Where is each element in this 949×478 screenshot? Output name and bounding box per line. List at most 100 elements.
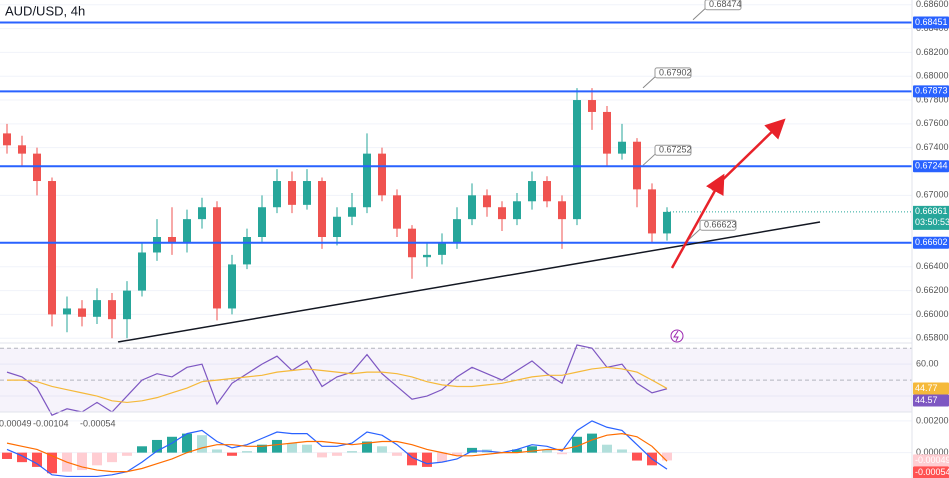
histogram-bar <box>152 439 162 453</box>
candle-body <box>33 153 41 182</box>
candle-body <box>198 207 206 220</box>
candle-body <box>3 133 11 146</box>
y-tick-label: 0.67000 <box>916 190 949 200</box>
candle-body <box>303 181 311 205</box>
histogram-bar <box>452 452 462 456</box>
candle-body <box>363 153 371 208</box>
callout-leader <box>687 228 701 241</box>
candle-body <box>258 207 266 238</box>
line <box>6 433 668 473</box>
y-tick-label: 0.67600 <box>916 118 949 128</box>
histogram-bar <box>377 446 387 453</box>
chart-title: AUD/USD, 4h <box>5 3 85 18</box>
histogram-bar <box>617 449 627 453</box>
macd-header: -0.00054 <box>80 418 116 428</box>
histogram-bar <box>272 439 282 453</box>
candle-body <box>378 153 386 196</box>
callout-box <box>654 67 692 79</box>
level-tag <box>913 236 949 249</box>
histogram-bar <box>662 452 672 461</box>
level-tag <box>913 85 949 98</box>
histogram-bar <box>227 452 237 456</box>
level-tag <box>913 160 949 173</box>
callout-leader <box>642 153 656 166</box>
histogram-bar <box>542 449 552 453</box>
macd-tag <box>913 466 949 478</box>
line <box>6 344 668 416</box>
candle-body <box>423 254 431 258</box>
histogram-bar <box>47 452 57 474</box>
callout-box <box>699 219 737 231</box>
candle-body <box>663 211 671 234</box>
macd-tag-text: -0.00054 <box>915 467 949 477</box>
level-tag-text: 0.67244 <box>915 161 948 171</box>
candle-body <box>348 207 356 217</box>
candle-body <box>543 181 551 202</box>
candle-body <box>498 207 506 220</box>
candle-body <box>483 195 491 208</box>
callout-label: 0.66623 <box>704 220 737 230</box>
callout-box <box>704 0 742 11</box>
level-tag-text: 0.67873 <box>915 86 948 96</box>
candle-body <box>48 181 56 315</box>
histogram-bar <box>182 433 192 453</box>
last-price-tag <box>913 205 949 230</box>
macd-tag-text: -0.00049 <box>915 455 949 465</box>
arrow <box>670 173 725 269</box>
candle-body <box>648 189 656 234</box>
alert-icon <box>673 330 679 342</box>
candle-body <box>588 100 596 112</box>
callout-label: 0.67902 <box>659 67 692 77</box>
histogram-bar <box>197 435 207 453</box>
level-tag <box>913 16 949 29</box>
histogram-bar <box>332 452 342 456</box>
y-tick-label: 0.66200 <box>916 285 949 295</box>
candle-body <box>183 219 191 243</box>
y-tick-label: 0.66400 <box>916 261 949 271</box>
y-tick-label: 0.67400 <box>916 142 949 152</box>
histogram-bar <box>257 444 267 453</box>
callout-label: 0.68474 <box>709 0 742 9</box>
rsi-tag-text: 44.77 <box>915 383 938 393</box>
level-tag-text: 0.68451 <box>915 17 948 27</box>
histogram-bar <box>422 452 432 467</box>
candle-body <box>618 141 626 154</box>
macd-pane <box>2 420 672 478</box>
alert-icon[interactable] <box>670 329 684 343</box>
histogram-bar <box>407 452 417 466</box>
axis-layer: 0.686000.684000.682000.680000.678000.676… <box>913 0 949 478</box>
rsi-tag <box>913 382 949 395</box>
candle-body <box>168 237 176 243</box>
histogram-bar <box>632 452 642 461</box>
last-price-text: 0.66861 <box>915 206 948 216</box>
y-tick-label: 0.68200 <box>916 47 949 57</box>
histogram-bar <box>437 452 447 463</box>
y-tick-label: 0.66000 <box>916 309 949 319</box>
rsi-tag <box>913 394 949 407</box>
histogram-bar <box>107 452 117 463</box>
histogram-bar <box>167 436 177 453</box>
histogram-bar <box>242 451 252 453</box>
histogram-bar <box>362 441 372 453</box>
callout-leader <box>642 76 656 89</box>
callout-leader <box>692 8 706 21</box>
trendline <box>117 221 821 343</box>
histogram-bar <box>587 433 597 453</box>
candle-body <box>108 300 116 320</box>
histogram-bar <box>32 452 42 467</box>
macd-header: -0.00049 <box>0 418 32 428</box>
histogram-bar <box>512 449 522 453</box>
y-tick-label: 0.00000 <box>916 447 949 457</box>
y-tick-label: 0.65800 <box>916 333 949 343</box>
candle-body <box>228 264 236 309</box>
candle-body <box>393 195 401 229</box>
histogram-bar <box>347 451 357 453</box>
histogram-bar <box>137 446 147 453</box>
level-tag-text: 0.66602 <box>915 237 948 247</box>
macd-tag <box>913 454 949 467</box>
callout-label: 0.67252 <box>659 145 692 155</box>
histogram-bar <box>602 444 612 453</box>
y-tick-label: 60.00 <box>916 359 939 369</box>
histogram-bar <box>302 444 312 453</box>
